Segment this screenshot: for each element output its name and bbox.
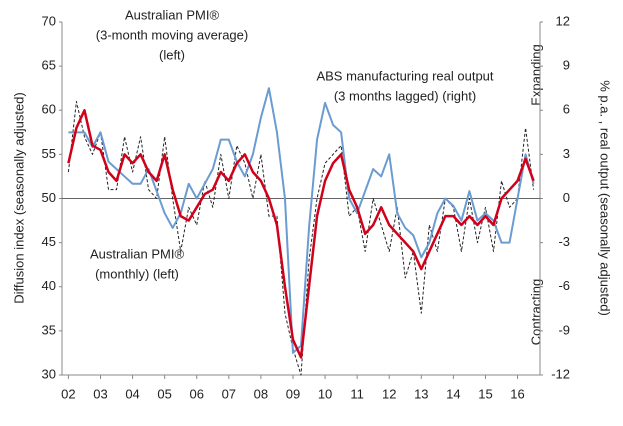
series-line <box>68 87 535 354</box>
y-tick-label: 40 <box>42 278 56 293</box>
x-tick-label: 05 <box>157 386 171 401</box>
blue-series-annotation: ABS manufacturing real output <box>316 68 493 83</box>
black-series-annotation: (monthly) (left) <box>95 266 179 281</box>
x-tick-label: 11 <box>350 386 364 401</box>
series-line <box>67 109 535 359</box>
x-tick-label: 03 <box>93 386 107 401</box>
x-tick-label: 04 <box>125 386 139 401</box>
y2-tick-label: -9 <box>558 322 570 337</box>
y2-tick-label: 9 <box>563 58 570 73</box>
y-tick-label: 30 <box>42 366 56 381</box>
red-series-annotation: (3-month moving average) <box>96 27 248 42</box>
y2-tick-label: 0 <box>563 190 570 205</box>
y2-tick-label: 3 <box>563 146 570 161</box>
x-tick-label: 07 <box>222 386 236 401</box>
y2-tick-label: 12 <box>556 13 570 28</box>
y-tick-label: 55 <box>42 146 56 161</box>
red-series-annotation: Australian PMI® <box>125 7 220 22</box>
y2-tick-label: -6 <box>558 278 570 293</box>
y-tick-label: 35 <box>42 322 56 337</box>
y-tick-label: 60 <box>42 102 56 117</box>
y2-axis-label: % p.a. , real output (seasonally adjuste… <box>598 80 613 316</box>
y2-tick-label: -3 <box>558 234 570 249</box>
x-tick-label: 12 <box>382 386 396 401</box>
black-series-annotation: Australian PMI® <box>90 246 185 261</box>
red-series-annotation: (left) <box>159 47 185 62</box>
x-tick-label: 08 <box>254 386 268 401</box>
x-tick-label: 16 <box>510 386 524 401</box>
x-tick-label: 02 <box>61 386 75 401</box>
y-tick-label: 50 <box>42 190 56 205</box>
x-tick-label: 06 <box>190 386 204 401</box>
y-axis-label: Diffusion index (seasonally adjusted) <box>11 92 26 304</box>
blue-series-annotation: (3 months lagged) (right) <box>334 88 476 103</box>
x-tick-label: 14 <box>446 386 460 401</box>
x-tick-label: 15 <box>478 386 492 401</box>
contracting-label: Contracting <box>528 279 543 345</box>
y-tick-label: 70 <box>42 13 56 28</box>
expanding-label: Expanding <box>528 44 543 105</box>
x-tick-label: 10 <box>318 386 332 401</box>
y2-tick-label: 6 <box>563 102 570 117</box>
y-tick-label: 65 <box>42 58 56 73</box>
x-tick-label: 13 <box>414 386 428 401</box>
y-tick-label: 45 <box>42 234 56 249</box>
y2-tick-label: -12 <box>551 366 570 381</box>
x-tick-label: 09 <box>286 386 300 401</box>
